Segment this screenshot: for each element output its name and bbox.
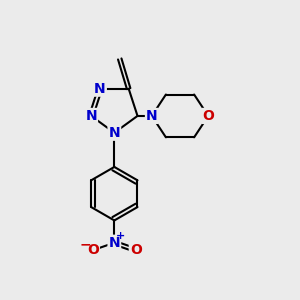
Text: +: + [116, 231, 125, 241]
Text: O: O [130, 243, 142, 257]
Text: O: O [87, 243, 99, 257]
Text: −: − [80, 237, 91, 251]
Text: N: N [109, 236, 120, 250]
Text: N: N [146, 109, 158, 123]
Text: N: N [109, 126, 120, 140]
Text: O: O [202, 109, 214, 123]
Text: N: N [85, 109, 97, 123]
Text: N: N [94, 82, 106, 96]
